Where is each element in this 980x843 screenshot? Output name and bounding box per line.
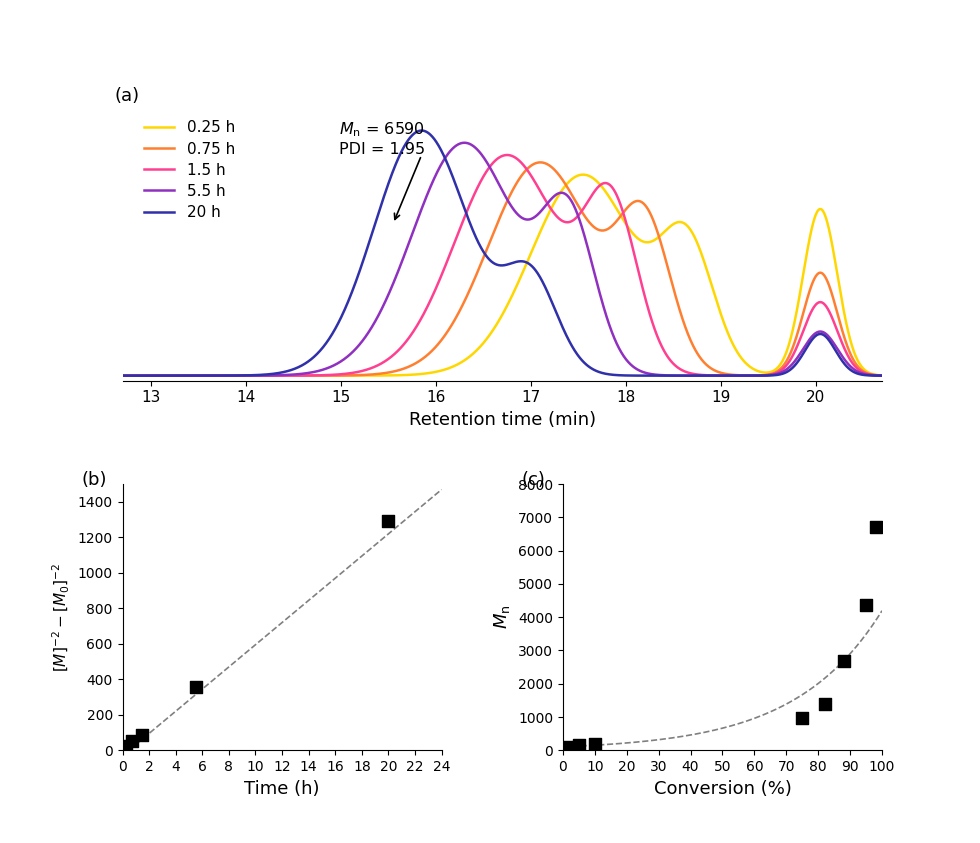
5.5 h [715,371,727,381]
0.75 h [156,371,168,381]
Point [795,711,810,724]
Point [124,733,140,747]
1.5 h [855,366,866,376]
Y-axis label: $[M]^{-2}-[M_0]^{-2}$: $[M]^{-2}-[M_0]^{-2}$ [51,562,73,672]
Point [867,520,883,534]
Point [380,515,396,529]
X-axis label: Time (h): Time (h) [244,780,319,797]
X-axis label: Conversion (%): Conversion (%) [654,780,792,797]
20 h [416,126,427,136]
Text: (a): (a) [115,87,140,105]
0.25 h [715,309,727,319]
0.25 h [156,371,168,381]
1.5 h [855,366,866,376]
Y-axis label: $M_{\mathrm{n}}$: $M_{\mathrm{n}}$ [493,605,513,630]
0.75 h [117,371,128,381]
Point [858,598,874,611]
5.5 h [855,368,866,378]
5.5 h [156,371,168,381]
0.75 h [876,370,888,380]
5.5 h [855,368,866,378]
Legend: 0.25 h, 0.75 h, 1.5 h, 5.5 h, 20 h: 0.25 h, 0.75 h, 1.5 h, 5.5 h, 20 h [138,115,241,226]
20 h [156,371,168,381]
Point [836,654,852,668]
Point [188,680,204,694]
20 h [855,369,866,379]
Text: $M_{\mathrm{n}}$ = 6590
PDI = 1.95: $M_{\mathrm{n}}$ = 6590 PDI = 1.95 [339,121,425,157]
0.75 h [486,232,498,242]
0.75 h [534,158,546,168]
0.75 h [855,364,866,374]
Text: (b): (b) [81,471,107,489]
Line: 1.5 h: 1.5 h [122,155,882,376]
0.25 h [577,169,589,180]
Point [571,738,587,752]
Point [134,728,150,742]
0.25 h [466,350,477,360]
1.5 h [501,150,513,160]
Line: 20 h: 20 h [122,131,882,376]
20 h [486,257,498,267]
Point [816,698,832,711]
20 h [876,371,888,381]
1.5 h [117,371,128,381]
20 h [718,371,730,381]
Point [587,738,603,751]
0.25 h [486,327,498,337]
0.75 h [855,363,866,373]
0.25 h [855,359,866,369]
Point [118,739,133,753]
Text: (c): (c) [521,471,545,489]
20 h [117,371,128,381]
Line: 0.25 h: 0.25 h [122,175,882,376]
Point [562,740,577,754]
5.5 h [466,140,478,150]
Line: 0.75 h: 0.75 h [122,163,882,376]
0.75 h [466,281,477,291]
1.5 h [156,371,168,381]
X-axis label: Retention time (min): Retention time (min) [409,411,596,429]
Line: 5.5 h: 5.5 h [122,142,882,376]
0.25 h [855,360,866,370]
5.5 h [117,371,128,381]
1.5 h [486,159,498,169]
5.5 h [876,371,888,381]
0.75 h [715,368,727,378]
0.25 h [117,371,128,381]
5.5 h [459,137,470,148]
1.5 h [466,195,477,205]
20 h [466,223,478,234]
1.5 h [876,370,888,380]
5.5 h [486,166,498,176]
1.5 h [715,371,727,381]
20 h [715,371,727,381]
0.25 h [876,370,888,380]
20 h [855,369,866,379]
